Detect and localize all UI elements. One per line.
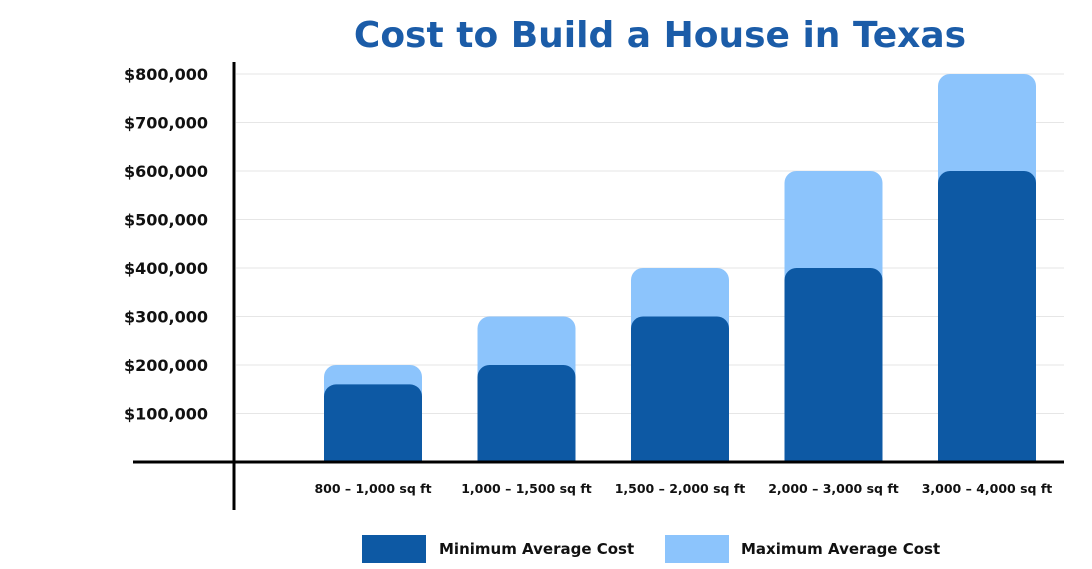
bar-min	[938, 171, 1036, 474]
bar-min	[784, 268, 883, 474]
bar-min	[324, 384, 422, 474]
legend-swatch-max	[665, 535, 729, 563]
baseline-mask	[236, 463, 1066, 479]
x-tick-label: 800 – 1,000 sq ft	[314, 481, 431, 496]
legend-label-min: Minimum Average Cost	[439, 540, 634, 558]
y-tick-label: $100,000	[124, 405, 208, 424]
bar-min	[631, 316, 729, 474]
y-tick-label: $300,000	[124, 308, 208, 327]
y-tick-label: $700,000	[124, 114, 208, 133]
x-tick-label: 2,000 – 3,000 sq ft	[768, 481, 899, 496]
chart-title: Cost to Build a House in Texas	[354, 15, 966, 56]
x-tick-label: 1,000 – 1,500 sq ft	[461, 481, 592, 496]
x-tick-labels: 800 – 1,000 sq ft 1,000 – 1,500 sq ft 1,50…	[314, 481, 1052, 496]
y-tick-label: $500,000	[124, 211, 208, 230]
y-tick-labels: $100,000 $200,000 $300,000 $400,000 $500,000…	[124, 65, 208, 424]
y-tick-label: $600,000	[124, 162, 208, 181]
y-tick-label: $200,000	[124, 356, 208, 375]
legend: Minimum Average Cost Maximum Average Cos…	[362, 535, 940, 563]
y-tick-label: $800,000	[124, 65, 208, 84]
bar-min	[477, 365, 576, 474]
legend-swatch-min	[362, 535, 426, 563]
x-tick-label: 1,500 – 2,000 sq ft	[615, 481, 746, 496]
x-tick-label: 3,000 – 4,000 sq ft	[922, 481, 1053, 496]
bars	[236, 74, 1066, 479]
y-tick-label: $400,000	[124, 259, 208, 278]
legend-label-max: Maximum Average Cost	[741, 540, 940, 558]
